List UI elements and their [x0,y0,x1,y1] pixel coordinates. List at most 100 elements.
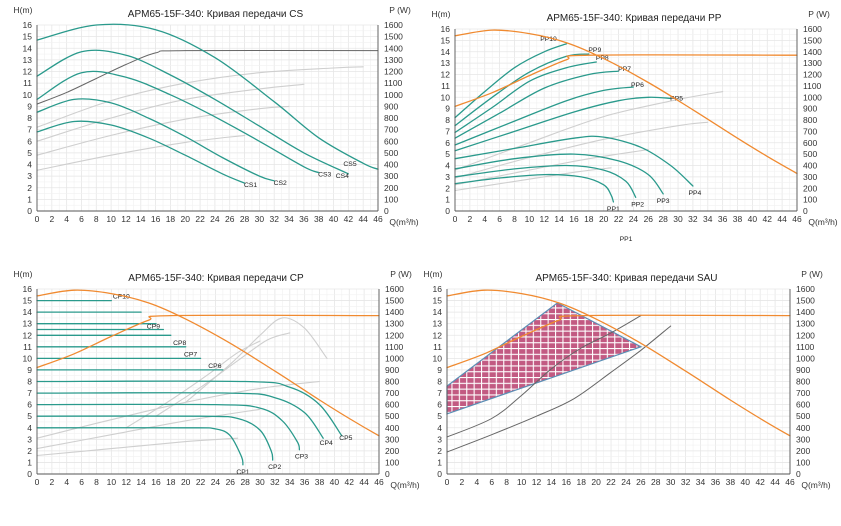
y-tick-label: 3 [27,171,32,181]
y-tick-label: 11 [23,342,32,352]
y-tick-label: 9 [437,365,442,375]
x-tick-label: 40 [748,214,758,224]
series-label-cp6: CP6 [208,363,221,370]
x-tick-label: 8 [94,214,99,224]
series-pp7 [454,70,620,139]
y-tick-label: 11 [433,342,442,352]
x-tick-label: 18 [166,214,176,224]
y2-tick-label: 500 [803,149,817,159]
x-tick-label: 12 [121,477,131,487]
x-tick-label: 24 [621,477,631,487]
y-tick-label: 1 [437,457,442,467]
y2-tick-label: 600 [385,400,399,410]
series-label-cs2: CS2 [274,180,287,187]
x-tick-label: 34 [284,214,294,224]
x-tick-label: 20 [181,214,191,224]
series-max-power [446,314,791,369]
x-tick-label: 38 [314,214,324,224]
series-cp5 [36,380,343,437]
series-pp4 [454,135,694,187]
x-tick-label: 32 [269,214,279,224]
y2-tick-label: 1600 [384,20,403,30]
series-cs5 [36,23,379,170]
series-label-pp5: PP5 [670,95,683,102]
y2-tick-label: 200 [803,183,817,193]
series-cs4 [36,49,349,175]
chart-title: APM65-15F-340: Кривая передачи CS [128,9,304,20]
y2-tick-label: 1200 [796,330,815,340]
y2-tick-label: 1500 [385,296,404,306]
x-tick-label: 40 [741,477,751,487]
y2-tick-label: 1000 [385,353,404,363]
y-tick-label: 12 [23,67,33,77]
series-cs1 [36,120,246,184]
series-label-cs4: CS4 [336,173,349,180]
y2-tick-label: 0 [796,469,801,479]
x-axis-label: Q(m³/h) [808,217,837,227]
x-tick-label: 46 [792,214,802,224]
y2-tick-label: 100 [384,194,398,204]
grid [454,28,798,212]
y2-tick-label: 100 [385,457,399,467]
y-tick-label: 16 [433,284,443,294]
series-cp2 [36,415,274,461]
y2-tick-label: 600 [803,138,817,148]
y2-tick-label: 900 [385,365,399,375]
y-tick-label: 1 [445,195,450,205]
y-tick-label: 2 [27,446,32,456]
y-tick-label: 10 [433,353,443,363]
y-tick-label: 13 [23,319,33,329]
y-tick-label: 15 [23,296,33,306]
y-tick-label: 12 [23,330,33,340]
series-label-cp3: CP3 [295,454,308,461]
y2-axis-label: P (W) [801,269,823,279]
y2-tick-label: 1200 [385,330,404,340]
y2-tick-label: 700 [385,388,399,398]
y2-tick-label: 800 [803,115,817,125]
x-tick-label: 32 [688,214,698,224]
y-tick-label: 14 [23,307,33,317]
series-label-cp9: CP9 [147,323,160,330]
y-tick-label: 3 [437,434,442,444]
x-tick-label: 36 [299,214,309,224]
y2-tick-label: 1400 [384,43,403,53]
x-tick-label: 8 [94,477,99,487]
y-tick-label: 13 [441,58,451,68]
x-tick-label: 2 [49,214,54,224]
y-tick-label: 11 [23,78,32,88]
y-tick-label: 5 [27,411,32,421]
x-tick-label: 14 [554,214,564,224]
series-power [36,437,239,457]
series-power [155,332,291,417]
y2-tick-label: 1500 [384,32,403,42]
x-tick-label: 42 [763,214,773,224]
y-tick-label: 6 [27,400,32,410]
y2-axis-label: P (W) [390,269,412,279]
x-tick-label: 6 [79,214,84,224]
x-tick-label: 16 [562,477,572,487]
x-tick-label: 26 [636,477,646,487]
x-tick-label: 30 [255,214,265,224]
series-power [36,66,364,128]
y2-tick-label: 1300 [385,319,404,329]
series-pp5 [454,96,672,152]
x-tick-label: 20 [591,477,601,487]
y-tick-label: 10 [441,92,451,102]
x-tick-label: 36 [718,214,728,224]
y-tick-label: 7 [27,388,32,398]
y2-tick-label: 1300 [796,319,815,329]
y-tick-label: 12 [433,330,443,340]
y2-tick-label: 300 [803,172,817,182]
y-axis-label: H(m) [424,269,443,279]
series-power [125,340,261,429]
x-tick-label: 10 [517,477,527,487]
y-tick-label: 0 [27,206,32,216]
series-max-power [454,54,798,108]
series-pp9 [454,53,590,127]
x-tick-label: 30 [255,477,265,487]
y-tick-label: 8 [437,377,442,387]
x-tick-label: 10 [525,214,535,224]
x-tick-label: 38 [726,477,736,487]
x-tick-label: 42 [755,477,765,487]
